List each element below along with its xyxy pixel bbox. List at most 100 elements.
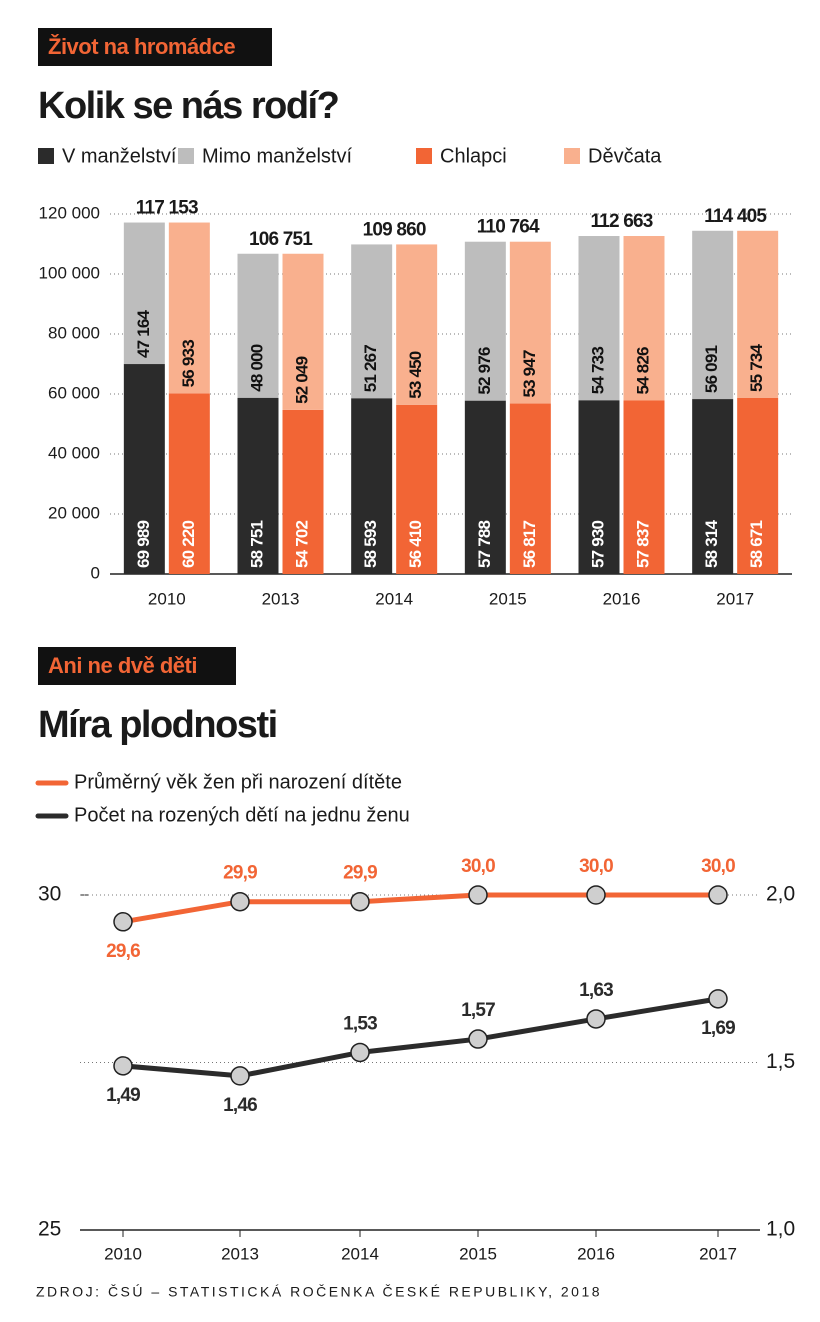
value-label: 30,0: [701, 856, 735, 877]
y-tick-label: 30: [38, 883, 61, 906]
value-label: 54 702: [292, 520, 311, 568]
data-point: [586, 1009, 606, 1029]
total-label: 114 405: [704, 206, 767, 227]
bar-segment: [351, 244, 393, 399]
value-label: 30,0: [579, 856, 613, 877]
bar-segment: [168, 222, 210, 394]
value-label: 69 989: [134, 520, 153, 568]
data-point: [113, 1056, 133, 1076]
bar-segment: [123, 222, 165, 365]
bar-segment: [509, 403, 551, 574]
y-tick-label: 40 000: [48, 443, 100, 462]
y-tick-label: 60 000: [48, 383, 100, 402]
y-tick-label: 100 000: [39, 263, 100, 282]
data-point: [586, 885, 606, 905]
value-label: 48 000: [247, 344, 266, 392]
legend-swatch: [416, 148, 432, 164]
value-label: 58 671: [747, 520, 766, 568]
legend-label: Děvčata: [588, 145, 662, 167]
x-tick-label: 2017: [699, 1244, 737, 1263]
bar-segment: [737, 230, 779, 398]
bar-segment: [282, 253, 324, 410]
source: ZDROJ: ČSÚ – STATISTICKÁ ROČENKA ČESKÉ R…: [36, 1284, 602, 1300]
value-label: 58 314: [702, 519, 721, 568]
x-tick-label: 2013: [221, 1244, 259, 1263]
bar-segment: [237, 253, 279, 398]
y-tick-label: 25: [38, 1218, 61, 1241]
data-point: [230, 1066, 250, 1086]
y2-tick-label: 2,0: [766, 883, 795, 906]
legend-swatch: [178, 148, 194, 164]
value-label: 54 733: [588, 347, 607, 395]
bar-segment: [692, 399, 734, 574]
bar-segment: [578, 400, 620, 574]
bar-segment: [237, 397, 279, 574]
legend-swatch: [38, 148, 54, 164]
chart-title: Kolik se nás rodí?: [38, 85, 339, 127]
value-label: 58 751: [247, 520, 266, 568]
value-label: 1,57: [461, 1000, 495, 1021]
value-label: 57 788: [475, 520, 494, 568]
value-label: 56 817: [520, 520, 539, 568]
x-tick-label: 2016: [603, 589, 641, 608]
x-tick-label: 2015: [459, 1244, 497, 1263]
value-label: 1,69: [701, 1018, 735, 1039]
value-label: 29,9: [223, 863, 257, 884]
bar-segment: [351, 398, 393, 574]
chart-title: Míra plodnosti: [38, 704, 277, 746]
value-label: 1,46: [223, 1095, 257, 1116]
x-tick-label: 2017: [716, 589, 754, 608]
value-label: 1,63: [579, 980, 613, 1001]
total-label: 110 764: [477, 217, 540, 238]
bar-segment: [396, 404, 438, 574]
y2-tick-label: 1,5: [766, 1050, 795, 1073]
value-label: 53 450: [406, 351, 425, 399]
y-tick-label: 20 000: [48, 503, 100, 522]
value-label: 47 164: [134, 309, 153, 358]
total-label: 109 860: [363, 219, 426, 240]
x-tick-label: 2015: [489, 589, 527, 608]
data-point: [350, 891, 370, 912]
data-point: [708, 989, 728, 1009]
x-tick-label: 2016: [577, 1244, 615, 1263]
series-line: [122, 996, 719, 1079]
legend-label: Chlapci: [440, 145, 507, 167]
bar-segment: [623, 236, 665, 401]
legend-label: Mimo manželství: [202, 145, 352, 167]
value-label: 57 930: [588, 520, 607, 568]
kicker: Život na hromádce: [48, 34, 235, 59]
value-label: 54 826: [633, 347, 652, 395]
y-tick-label: 80 000: [48, 323, 100, 342]
bar-segment: [578, 236, 620, 401]
bar-segment: [464, 400, 506, 574]
value-label: 56 933: [179, 340, 198, 388]
value-label: 58 593: [361, 520, 380, 568]
data-point: [350, 1042, 370, 1063]
data-point: [708, 885, 728, 905]
value-label: 1,49: [106, 1085, 140, 1106]
legend-swatch: [564, 148, 580, 164]
value-label: 51 267: [361, 345, 380, 393]
bar-segment: [123, 364, 165, 574]
value-label: 57 837: [633, 520, 652, 568]
value-label: 29,9: [343, 863, 377, 884]
kicker-box: [38, 28, 272, 66]
total-label: 117 153: [136, 198, 198, 219]
value-label: 52 049: [292, 356, 311, 404]
y-tick-label: 0: [91, 563, 100, 582]
y2-tick-label: 1,0: [766, 1218, 795, 1241]
x-tick-label: 2014: [375, 589, 413, 608]
bar-segment: [282, 409, 324, 574]
bar-segment: [168, 393, 210, 574]
data-point: [113, 912, 133, 932]
legend-label: Počet na rozených dětí na jednu ženu: [74, 804, 410, 826]
legend-label: V manželství: [62, 145, 177, 167]
y-tick-label: 120 000: [39, 203, 100, 222]
value-label: 53 947: [520, 350, 539, 398]
data-point: [230, 891, 250, 912]
bar-segment: [509, 241, 551, 404]
x-tick-label: 2014: [341, 1244, 379, 1263]
bar-segment: [464, 241, 506, 401]
data-point: [468, 885, 488, 905]
